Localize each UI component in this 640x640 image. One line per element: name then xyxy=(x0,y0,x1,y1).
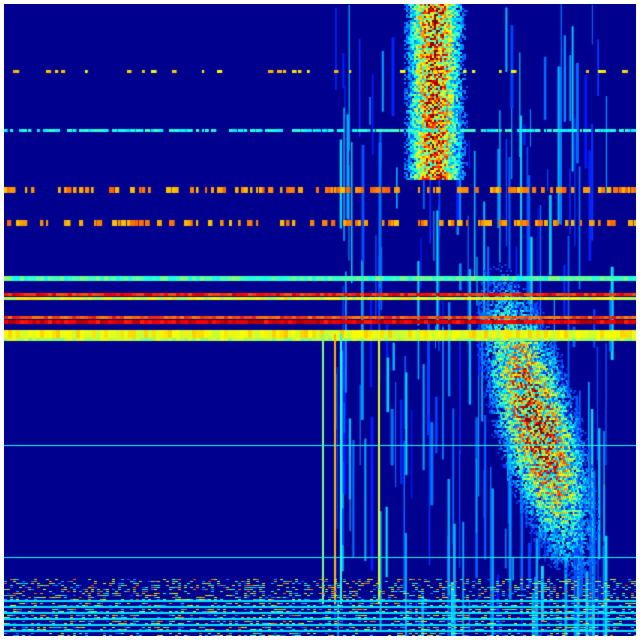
heatmap-canvas xyxy=(4,4,636,636)
heatmap-image xyxy=(4,4,636,636)
